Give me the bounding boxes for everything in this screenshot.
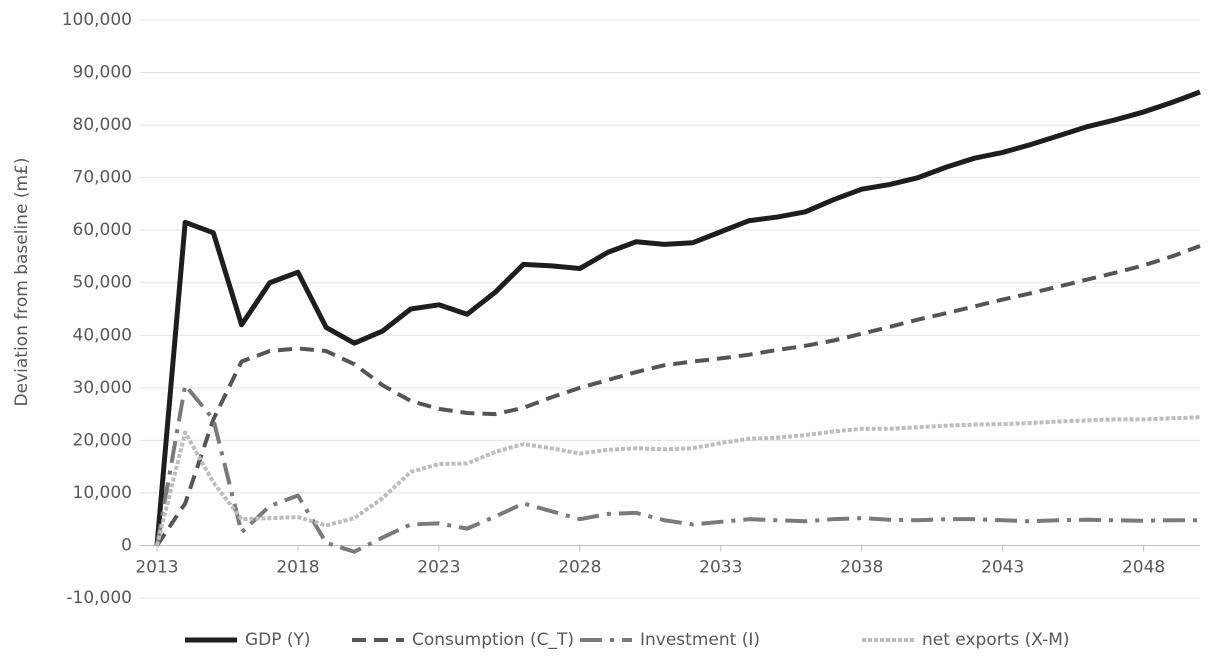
x-tick-label: 2043: [981, 557, 1024, 577]
legend-label: GDP (Y): [245, 630, 311, 650]
legend-label: net exports (X-M): [922, 630, 1070, 650]
legend-label: Investment (I): [640, 630, 760, 650]
y-tick-label: 80,000: [73, 115, 132, 135]
x-tick-label: 2023: [417, 557, 460, 577]
y-tick-label: 100,000: [62, 10, 132, 30]
y-axis-label: Deviation from baseline (m£): [12, 158, 32, 407]
x-tick-label: 2048: [1122, 557, 1165, 577]
x-tick-label: 2028: [558, 557, 601, 577]
y-tick-label: -10,000: [66, 588, 132, 608]
y-tick-label: 30,000: [73, 378, 132, 398]
y-tick-label: 50,000: [73, 273, 132, 293]
series-line: [155, 383, 1200, 554]
y-tick-label: 20,000: [73, 430, 132, 450]
series-line: [154, 89, 1201, 546]
y-tick-label: 60,000: [73, 220, 132, 240]
x-tick-label: 2013: [135, 557, 178, 577]
y-tick-label: 90,000: [73, 63, 132, 83]
y-tick-label: 70,000: [73, 168, 132, 188]
y-tick-label: 10,000: [73, 483, 132, 503]
legend-label: Consumption (C_T): [412, 630, 574, 650]
series-line: [155, 415, 1201, 546]
x-tick-label: 2033: [699, 557, 742, 577]
x-tick-label: 2038: [840, 557, 883, 577]
x-tick-label: 2018: [276, 557, 319, 577]
y-tick-label: 40,000: [73, 325, 132, 345]
series-line: [155, 244, 1201, 547]
y-tick-label: 0: [121, 535, 132, 555]
